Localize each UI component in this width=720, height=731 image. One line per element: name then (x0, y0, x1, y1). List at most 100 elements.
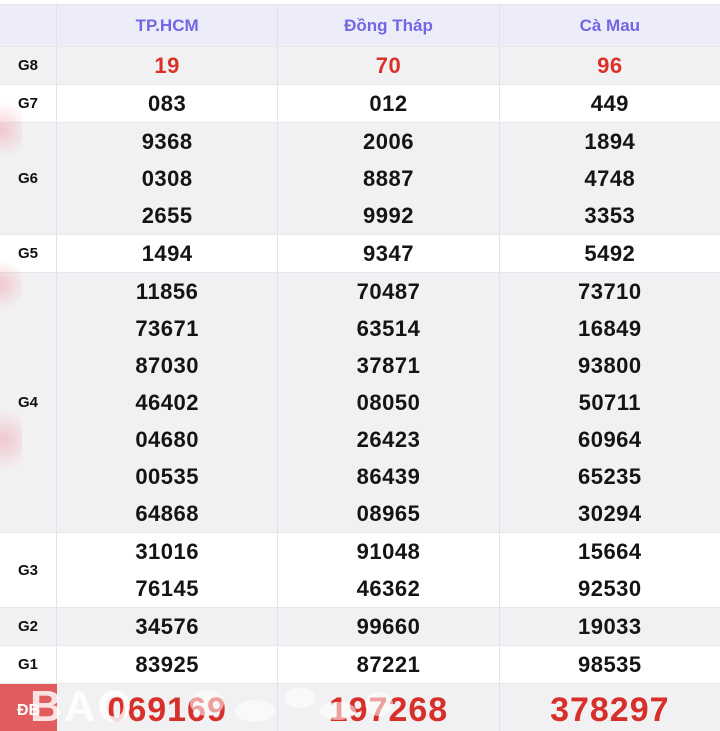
prize-label-cell-g8: G8 (0, 47, 57, 84)
prize-number: 04680 (135, 427, 199, 452)
prize-number: 16849 (577, 316, 642, 341)
prize-cell-g4-ca-mau: 73710 16849 93800 50711 60964 65235 30294 (498, 273, 720, 532)
prize-cell-g1-dong-thap: 87221 (277, 646, 498, 683)
prize-label: ĐB (16, 701, 41, 719)
prize-number: 1494 (141, 241, 193, 266)
prize-label-cell-g1: G1 (0, 646, 57, 683)
prize-cell-g8-tphcm: 19 (57, 47, 277, 84)
prize-cell-g3-ca-mau: 15664 92530 (498, 533, 720, 607)
prize-number: 63514 (356, 316, 421, 341)
prize-label-cell-g2: G2 (0, 608, 57, 645)
prize-number: 98535 (577, 652, 642, 677)
prize-label: G8 (17, 57, 38, 74)
prize-number: 26423 (356, 427, 421, 452)
prize-number: 08965 (356, 501, 421, 526)
prize-number: 50711 (578, 390, 642, 415)
prize-number: 73710 (577, 279, 642, 304)
prize-number: 30294 (577, 501, 642, 526)
prize-cell-g6-tphcm: 9368 0308 2655 (57, 123, 277, 234)
table-header-row: TP.HCM Đồng Tháp Cà Mau (0, 4, 720, 46)
prize-label: G1 (17, 656, 38, 673)
prize-number: 069169 (107, 691, 227, 729)
prize-number: 00535 (135, 464, 199, 489)
prize-number: 31016 (135, 539, 199, 564)
prize-number: 1894 (584, 129, 636, 154)
prize-label-cell-db: ĐB (0, 684, 57, 731)
prize-number: 19033 (577, 614, 642, 639)
prize-cell-g6-ca-mau: 1894 4748 3353 (498, 123, 720, 234)
prize-row-g5: G5 1494 9347 5492 (0, 234, 720, 272)
prize-number: 92530 (577, 576, 642, 601)
prize-cell-db-ca-mau: 378297 (498, 684, 720, 731)
prize-number: 083 (148, 91, 187, 116)
prize-number: 93800 (577, 353, 642, 378)
prize-number: 11856 (135, 279, 199, 304)
prize-number: 9992 (363, 203, 414, 228)
prize-cell-db-dong-thap: 197268 (277, 684, 498, 731)
prize-number: 87030 (135, 353, 199, 378)
prize-row-g8: G8 19 70 96 (0, 46, 720, 84)
prize-cell-g7-tphcm: 083 (57, 85, 277, 122)
prize-number: 83925 (135, 652, 199, 677)
prize-cell-g5-ca-mau: 5492 (498, 235, 720, 272)
prize-number: 76145 (135, 576, 199, 601)
prize-number: 99660 (356, 614, 421, 639)
prize-number: 96 (597, 53, 623, 78)
prize-number: 5492 (584, 241, 636, 266)
prize-cell-g2-tphcm: 34576 (57, 608, 277, 645)
prize-cell-g1-tphcm: 83925 (57, 646, 277, 683)
prize-number: 65235 (577, 464, 642, 489)
prize-number: 15664 (577, 539, 642, 564)
column-header-dong-thap: Đồng Tháp (277, 5, 498, 46)
prize-row-g1: G1 83925 87221 98535 (0, 645, 720, 683)
column-header-label: TP.HCM (135, 15, 199, 35)
prize-number: 64868 (135, 501, 199, 526)
prize-number: 46402 (135, 390, 199, 415)
prize-number: 37871 (356, 353, 421, 378)
prize-number: 70 (375, 53, 402, 78)
prize-cell-g8-ca-mau: 96 (498, 47, 720, 84)
prize-label: G4 (17, 394, 38, 411)
prize-cell-g7-dong-thap: 012 (277, 85, 498, 122)
prize-number: 8887 (363, 166, 414, 191)
prize-number: 9347 (363, 241, 414, 266)
prize-label: G6 (17, 170, 38, 187)
column-header-label: Cà Mau (579, 15, 641, 35)
prize-number: 70487 (356, 279, 421, 304)
prize-label-cell-g5: G5 (0, 235, 57, 272)
prize-number: 378297 (550, 691, 670, 729)
prize-number: 0308 (141, 166, 193, 191)
prize-cell-g7-ca-mau: 449 (498, 85, 720, 122)
prize-number: 2655 (141, 203, 193, 228)
prize-number: 9368 (141, 129, 193, 154)
prize-label-cell-g6: G6 (0, 123, 57, 234)
prize-number: 449 (590, 91, 629, 116)
prize-cell-g8-dong-thap: 70 (277, 47, 498, 84)
prize-row-g4: G4 11856 73671 87030 46402 04680 00535 64868 704… (0, 272, 720, 532)
prize-row-g6: G6 9368 0308 2655 2006 8887 9992 1894 4748 3353 (0, 122, 720, 234)
prize-number: 3353 (584, 203, 636, 228)
prize-number: 87221 (356, 652, 421, 677)
prize-label: G2 (17, 618, 38, 635)
prize-number: 19 (154, 53, 180, 78)
column-header-ca-mau: Cà Mau (498, 5, 720, 46)
prize-cell-g4-tphcm: 11856 73671 87030 46402 04680 00535 64868 (57, 273, 277, 532)
prize-cell-g3-dong-thap: 91048 46362 (277, 533, 498, 607)
prize-label-cell-g7: G7 (0, 85, 57, 122)
prize-cell-g2-ca-mau: 19033 (498, 608, 720, 645)
prize-row-g7: G7 083 012 449 (0, 84, 720, 122)
prize-cell-g5-tphcm: 1494 (57, 235, 277, 272)
prize-cell-g2-dong-thap: 99660 (277, 608, 498, 645)
prize-label-cell-g3: G3 (0, 533, 57, 607)
prize-cell-g5-dong-thap: 9347 (277, 235, 498, 272)
column-header-label: Đồng Tháp (344, 15, 433, 35)
prize-number: 34576 (135, 614, 199, 639)
prize-number: 60964 (577, 427, 642, 452)
prize-number: 46362 (356, 576, 421, 601)
prize-row-db: ĐB 069169 197268 378297 (0, 683, 720, 731)
prize-number: 86439 (356, 464, 421, 489)
prize-cell-g3-tphcm: 31016 76145 (57, 533, 277, 607)
prize-number: 4748 (584, 166, 636, 191)
prize-cell-g1-ca-mau: 98535 (498, 646, 720, 683)
column-header-tphcm: TP.HCM (57, 5, 277, 46)
